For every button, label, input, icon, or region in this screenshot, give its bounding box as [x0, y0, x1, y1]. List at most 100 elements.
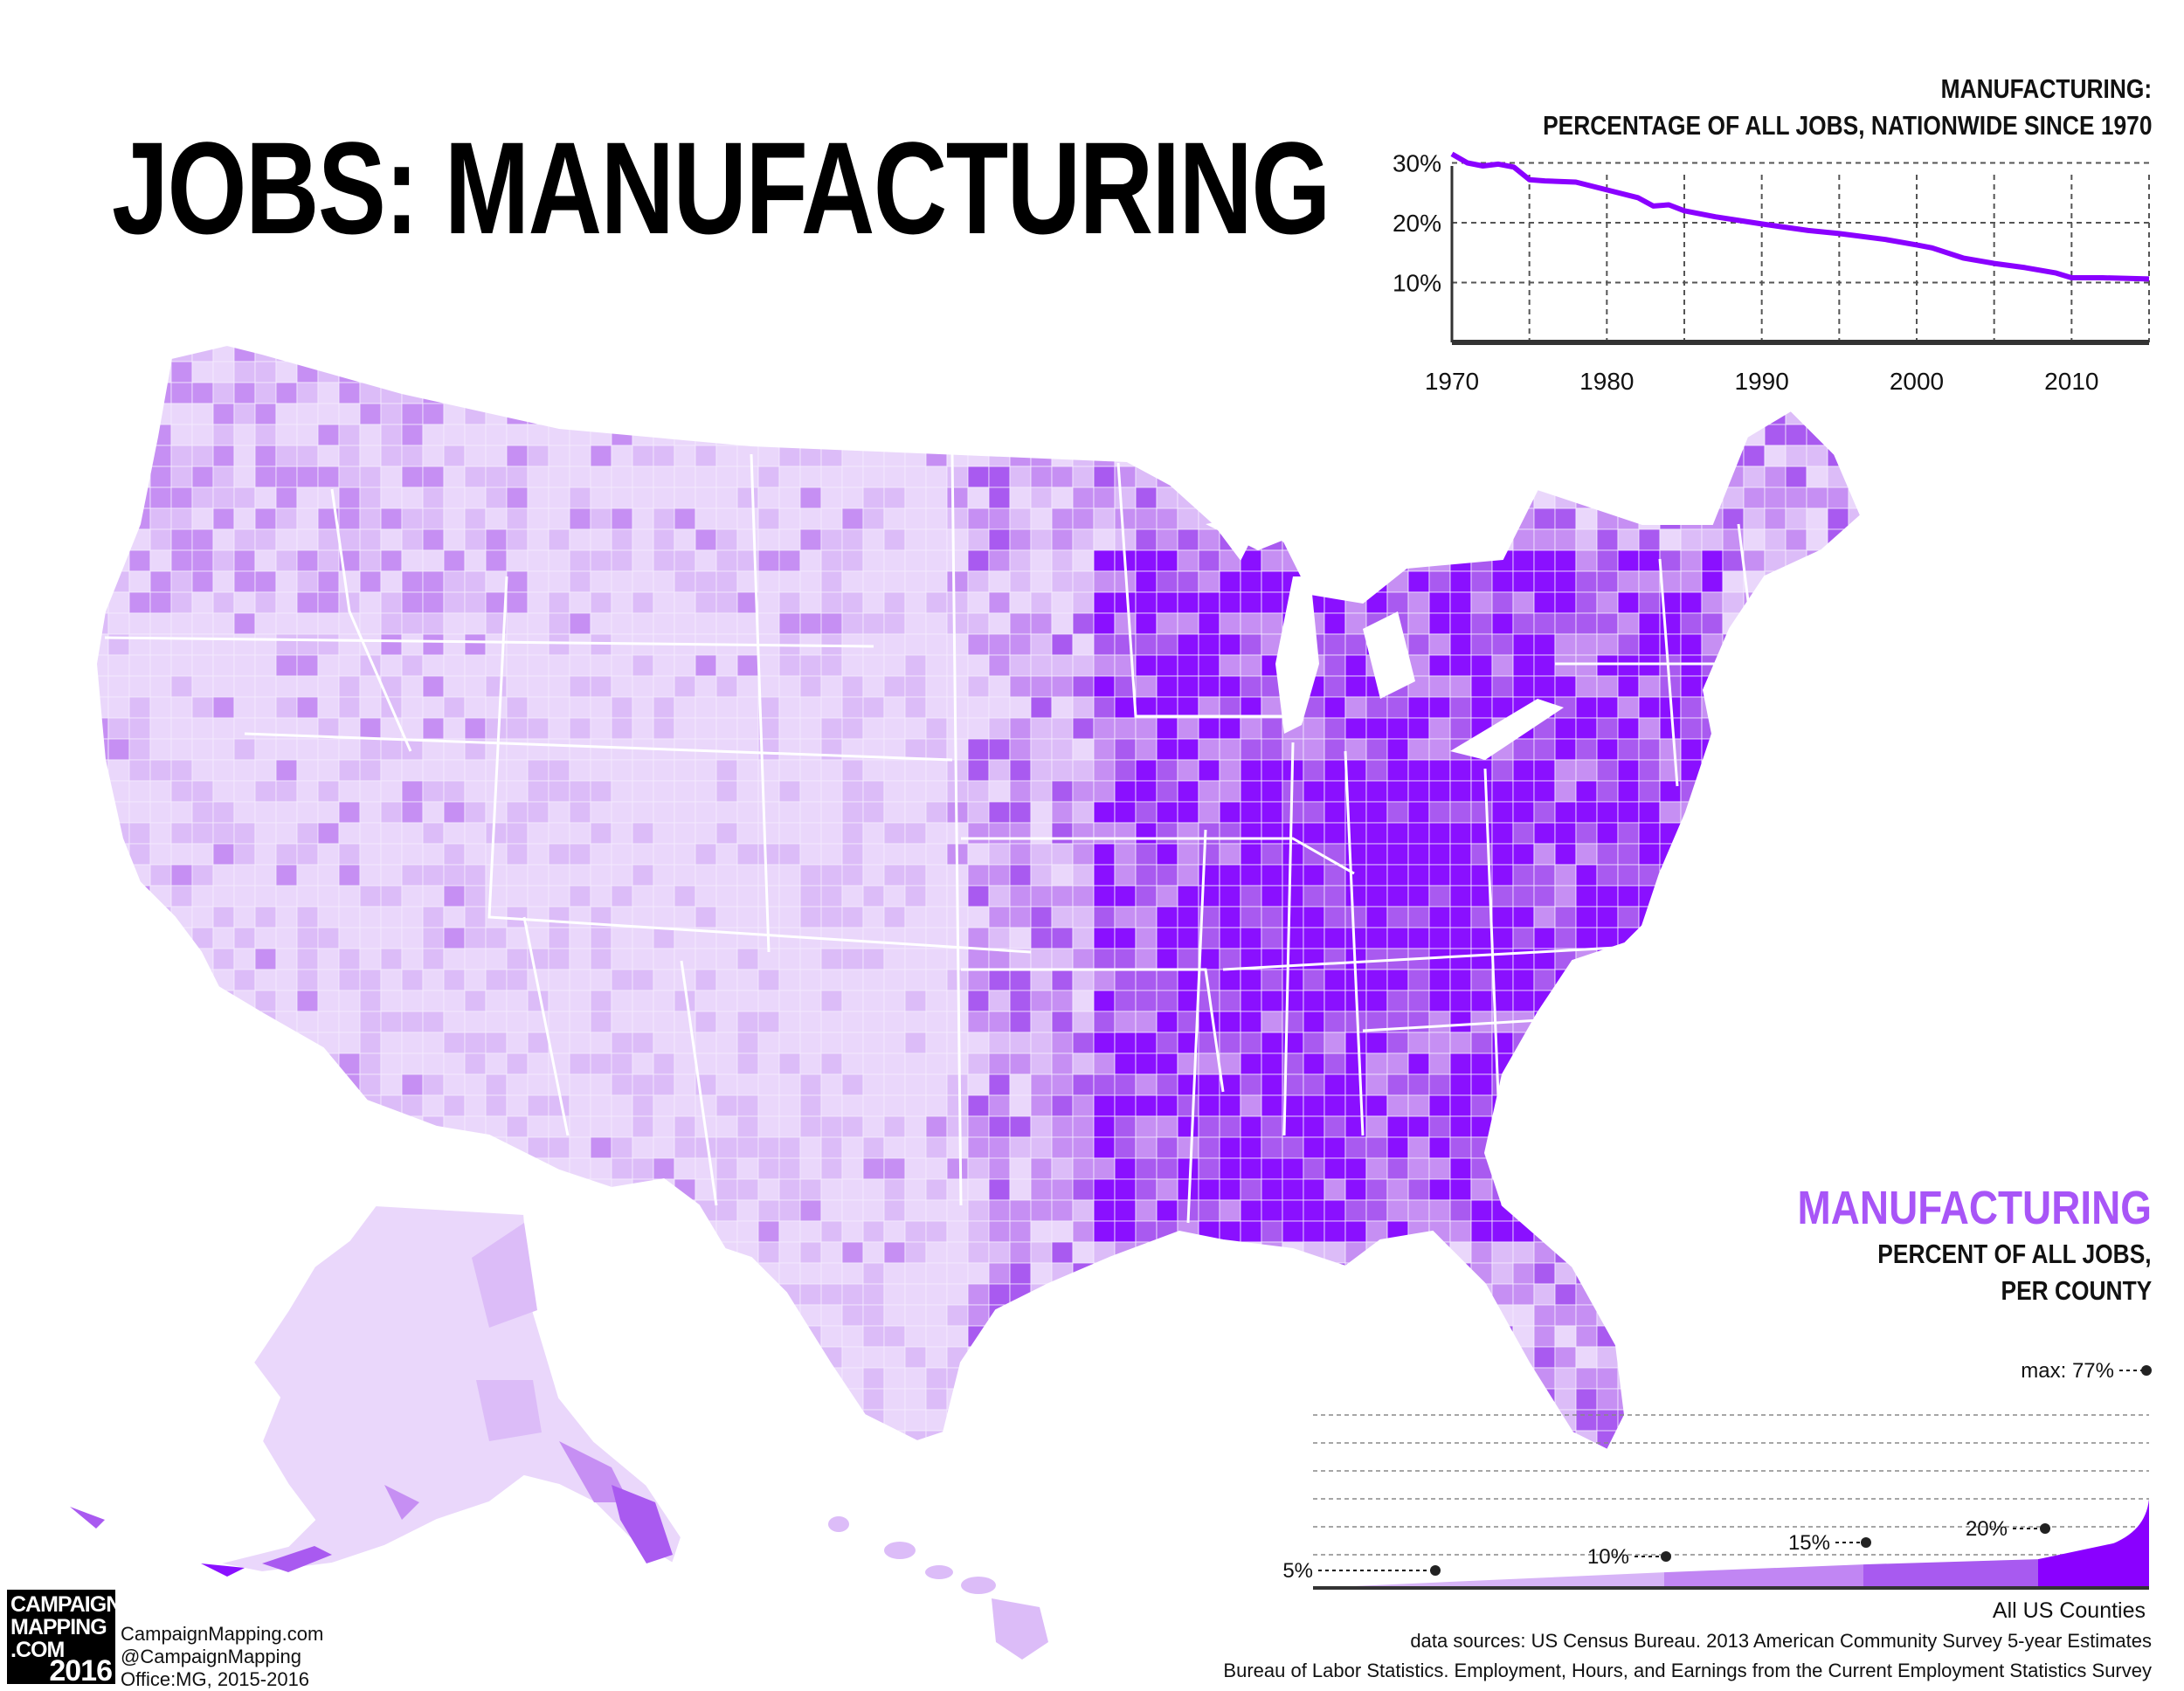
county-cell [1345, 655, 1366, 676]
county-cell [1115, 865, 1136, 886]
county-cell [842, 1305, 863, 1326]
county-cell [591, 718, 612, 739]
county-cell [842, 1410, 863, 1431]
county-cell [1765, 1242, 1786, 1263]
county-cell [1031, 1221, 1052, 1242]
county-cell [1136, 1305, 1157, 1326]
county-cell [1513, 1179, 1534, 1200]
county-cell [381, 802, 402, 823]
county-cell [1828, 970, 1849, 990]
county-cell [129, 1011, 150, 1032]
county-cell [276, 592, 297, 613]
county-cell [423, 865, 444, 886]
county-cell [1828, 613, 1849, 634]
county-cell [842, 928, 863, 949]
legend-title: MANUFACTURING [1798, 1181, 2152, 1235]
county-cell [1178, 886, 1199, 907]
county-cell [549, 844, 570, 865]
county-cell [1073, 697, 1094, 718]
county-cell [1115, 592, 1136, 613]
county-cell [1220, 1305, 1241, 1326]
county-cell [926, 1137, 947, 1158]
county-cell [570, 844, 591, 865]
county-cell [150, 739, 171, 760]
county-cell [1471, 1389, 1492, 1410]
county-cell [87, 1158, 108, 1179]
county-cell [737, 1179, 758, 1200]
county-cell [612, 886, 632, 907]
county-cell [1241, 1368, 1261, 1389]
county-cell [1807, 613, 1828, 634]
county-cell [255, 487, 276, 508]
county-cell [255, 466, 276, 487]
county-cell [779, 781, 800, 802]
county-cell [1702, 1284, 1723, 1305]
county-cell [108, 1305, 129, 1326]
county-cell [674, 655, 695, 676]
county-cell [1702, 1242, 1723, 1263]
county-cell [570, 802, 591, 823]
county-cell [1031, 655, 1052, 676]
county-cell [339, 928, 360, 949]
county-cell [1241, 886, 1261, 907]
county-cell [1220, 1221, 1241, 1242]
county-cell [1849, 844, 1870, 865]
county-cell [737, 613, 758, 634]
county-cell [1010, 990, 1031, 1011]
county-cell [632, 1137, 653, 1158]
county-cell [1492, 445, 1513, 466]
county-cell [653, 844, 674, 865]
county-cell [863, 1032, 884, 1053]
county-cell [192, 1410, 213, 1431]
county-cell [1052, 844, 1073, 865]
county-cell [297, 1116, 318, 1137]
county-cell [339, 508, 360, 529]
county-cell [255, 1053, 276, 1074]
county-cell [297, 1158, 318, 1179]
county-cell [842, 466, 863, 487]
county-cell [150, 1347, 171, 1368]
county-cell [1723, 1284, 1744, 1305]
county-cell [171, 886, 192, 907]
county-cell [1261, 487, 1282, 508]
county-cell [674, 1452, 695, 1473]
county-cell [1492, 1410, 1513, 1431]
county-cell [87, 1032, 108, 1053]
county-cell [507, 697, 528, 718]
county-cell [1073, 1032, 1094, 1053]
county-cell [1220, 1452, 1241, 1473]
county-cell [1324, 529, 1345, 550]
county-cell [1408, 1326, 1429, 1347]
county-cell [1241, 865, 1261, 886]
county-cell [276, 697, 297, 718]
county-cell [1136, 1452, 1157, 1473]
county-cell [255, 760, 276, 781]
county-cell [402, 508, 423, 529]
county-cell [213, 1011, 234, 1032]
county-cell [213, 571, 234, 592]
county-cell [234, 676, 255, 697]
county-cell [507, 844, 528, 865]
county-cell [1303, 1137, 1324, 1158]
county-cell [1136, 1200, 1157, 1221]
county-cell [570, 550, 591, 571]
county-cell [1052, 508, 1073, 529]
county-cell [1723, 1074, 1744, 1095]
county-cell [695, 592, 716, 613]
county-cell [1178, 970, 1199, 990]
twitter-handle[interactable]: @CampaignMapping [121, 1646, 323, 1668]
county-cell [1324, 990, 1345, 1011]
county-cell [1765, 907, 1786, 928]
county-cell [318, 571, 339, 592]
county-cell [1010, 571, 1031, 592]
county-cell [1597, 865, 1618, 886]
county-cell [1387, 990, 1408, 1011]
county-cell [905, 1284, 926, 1305]
county-cell [1639, 1116, 1660, 1137]
county-cell [989, 1431, 1010, 1452]
county-cell [1031, 1158, 1052, 1179]
county-cell [1786, 760, 1807, 781]
county-cell [591, 1011, 612, 1032]
site-link[interactable]: CampaignMapping.com [121, 1623, 323, 1646]
county-cell [402, 802, 423, 823]
